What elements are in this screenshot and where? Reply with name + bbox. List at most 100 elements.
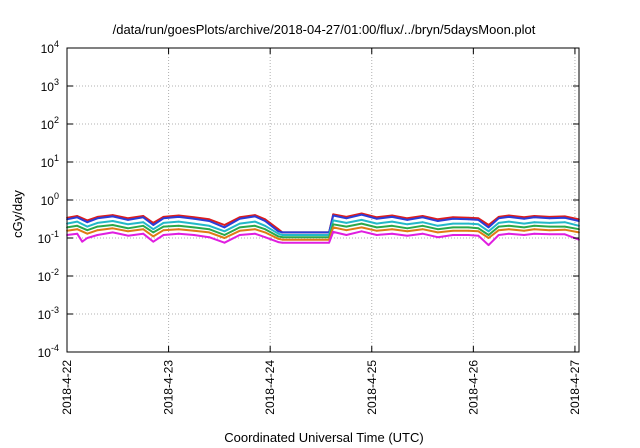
- data-point: [487, 224, 490, 226]
- data-point: [193, 217, 195, 220]
- data-point: [452, 226, 454, 229]
- data-point: [208, 236, 211, 239]
- data-point: [142, 216, 145, 219]
- data-point: [523, 229, 525, 232]
- data-point: [208, 224, 211, 227]
- data-point: [238, 229, 241, 232]
- data-point: [111, 224, 114, 226]
- data-point: [406, 219, 409, 221]
- data-point: [452, 222, 454, 225]
- series-5: [66, 226, 580, 241]
- data-point: [360, 219, 363, 221]
- data-point: [375, 217, 378, 220]
- data-point: [436, 218, 439, 221]
- data-point: [127, 227, 129, 230]
- data-point: [142, 228, 145, 231]
- data-point: [96, 229, 99, 232]
- data-point: [223, 230, 226, 233]
- data-point: [277, 237, 280, 240]
- data-point: [508, 224, 510, 227]
- y-axis-label: cGy/day: [10, 190, 25, 238]
- data-point: [264, 231, 266, 234]
- data-point: [391, 228, 393, 231]
- data-point: [477, 227, 480, 230]
- data-point: [452, 234, 454, 236]
- data-point: [96, 217, 99, 220]
- data-point: [111, 215, 114, 218]
- data-point: [277, 235, 280, 238]
- x-tick-label: 2018-4-27: [568, 360, 582, 415]
- data-point: [406, 217, 409, 220]
- data-point: [76, 228, 79, 231]
- data-point: [375, 234, 378, 236]
- data-point: [548, 217, 551, 220]
- data-point: [96, 234, 99, 236]
- data-point: [208, 231, 211, 234]
- data-point: [277, 228, 280, 231]
- data-point: [254, 224, 256, 227]
- data-point: [533, 228, 536, 231]
- data-point: [332, 214, 335, 217]
- data-point: [332, 226, 335, 229]
- data-point: [76, 216, 79, 219]
- data-point: [487, 237, 490, 239]
- data-point: [391, 224, 393, 227]
- data-point: [264, 224, 266, 227]
- data-point: [360, 226, 363, 229]
- series-line: [66, 226, 580, 241]
- data-point: [548, 233, 551, 236]
- data-point: [193, 226, 195, 229]
- data-point: [127, 230, 129, 233]
- data-point: [238, 234, 241, 236]
- data-point: [277, 241, 280, 244]
- data-point: [111, 220, 114, 222]
- data-point: [76, 220, 79, 223]
- data-point: [152, 228, 155, 231]
- data-point: [467, 229, 470, 232]
- data-point: [406, 234, 409, 237]
- data-point: [223, 226, 226, 229]
- data-point: [523, 234, 525, 236]
- data-point: [86, 225, 89, 228]
- data-point: [345, 229, 348, 232]
- data-point: [477, 217, 480, 220]
- data-point: [391, 216, 393, 218]
- data-point: [391, 220, 393, 223]
- data-point: [177, 220, 180, 223]
- data-point: [254, 215, 256, 218]
- data-point: [277, 232, 280, 235]
- data-point: [328, 241, 330, 244]
- data-point: [162, 229, 165, 232]
- data-point: [406, 227, 409, 230]
- data-point: [360, 213, 363, 216]
- data-point: [281, 234, 284, 236]
- data-point: [208, 220, 211, 222]
- data-point: [332, 231, 335, 233]
- data-point: [142, 232, 145, 235]
- data-point: [497, 222, 500, 224]
- data-point: [436, 231, 439, 234]
- data-point: [111, 231, 114, 234]
- data-point: [406, 230, 409, 233]
- data-point: [208, 228, 211, 231]
- y-tick-label: 10-1: [38, 229, 59, 246]
- data-point: [497, 229, 500, 232]
- data-point: [467, 234, 470, 236]
- data-point: [563, 228, 566, 231]
- data-point: [467, 222, 470, 225]
- data-point: [563, 216, 566, 219]
- data-point: [487, 244, 490, 247]
- data-point: [96, 225, 99, 228]
- data-point: [523, 217, 525, 220]
- data-point: [487, 234, 490, 236]
- data-point: [508, 232, 510, 235]
- data-point: [436, 220, 439, 222]
- data-point: [277, 230, 280, 233]
- data-point: [142, 221, 145, 224]
- series-line: [66, 213, 580, 234]
- data-point: [177, 224, 180, 227]
- data-point: [497, 234, 500, 236]
- data-point: [254, 228, 256, 231]
- data-point: [436, 228, 439, 231]
